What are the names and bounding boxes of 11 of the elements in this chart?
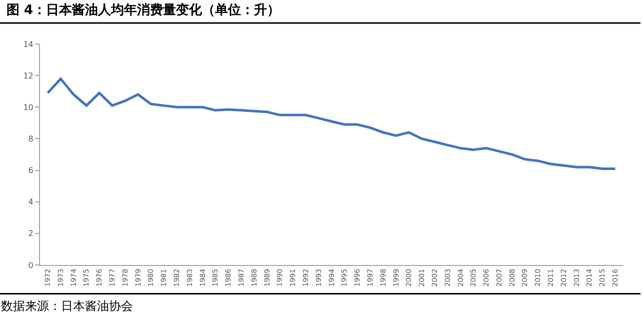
y-tick-label: 8	[28, 134, 34, 144]
y-tick-label: 12	[23, 71, 34, 80]
source-note: 数据来源：日本酱油协会	[1, 299, 133, 313]
y-tick-label: 14	[23, 40, 34, 49]
y-tick-label: 6	[28, 166, 34, 176]
y-tick-label: 2	[28, 229, 34, 238]
y-tick-label: 10	[23, 102, 34, 112]
chart-title: 图 4：日本酱油人均年消费量变化（单位：升）	[6, 2, 280, 18]
y-tick-label: 0	[28, 260, 34, 270]
line-series	[46, 77, 617, 170]
y-tick-label: 4	[28, 198, 34, 207]
